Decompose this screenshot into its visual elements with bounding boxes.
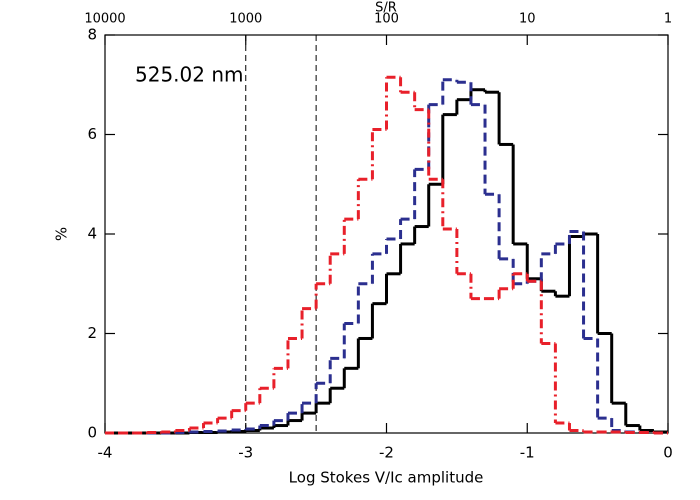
annotation: 525.02 nm <box>135 63 244 87</box>
x2-tick-label: 1 <box>664 12 672 27</box>
x-tick-label: -2 <box>379 444 394 462</box>
y-tick-label: 8 <box>87 26 97 44</box>
x2-tick-label: 100 <box>374 12 399 27</box>
x-tick-label: 0 <box>663 444 673 462</box>
x2-tick-label: 10000 <box>84 12 125 27</box>
x-tick-label: -1 <box>520 444 535 462</box>
x2-axis-label: S/R <box>375 1 397 16</box>
x-axis-label: Log Stokes V/Ic amplitude <box>289 469 484 487</box>
y-tick-label: 2 <box>87 324 97 342</box>
y-tick-label: 4 <box>87 225 97 243</box>
x-tick-label: -3 <box>238 444 253 462</box>
x2-tick-label: 10 <box>519 12 536 27</box>
y-axis-label: % <box>53 227 71 241</box>
y-tick-label: 6 <box>87 125 97 143</box>
x2-tick-label: 1000 <box>229 12 262 27</box>
y-tick-label: 0 <box>87 424 97 442</box>
x-tick-label: -4 <box>98 444 113 462</box>
